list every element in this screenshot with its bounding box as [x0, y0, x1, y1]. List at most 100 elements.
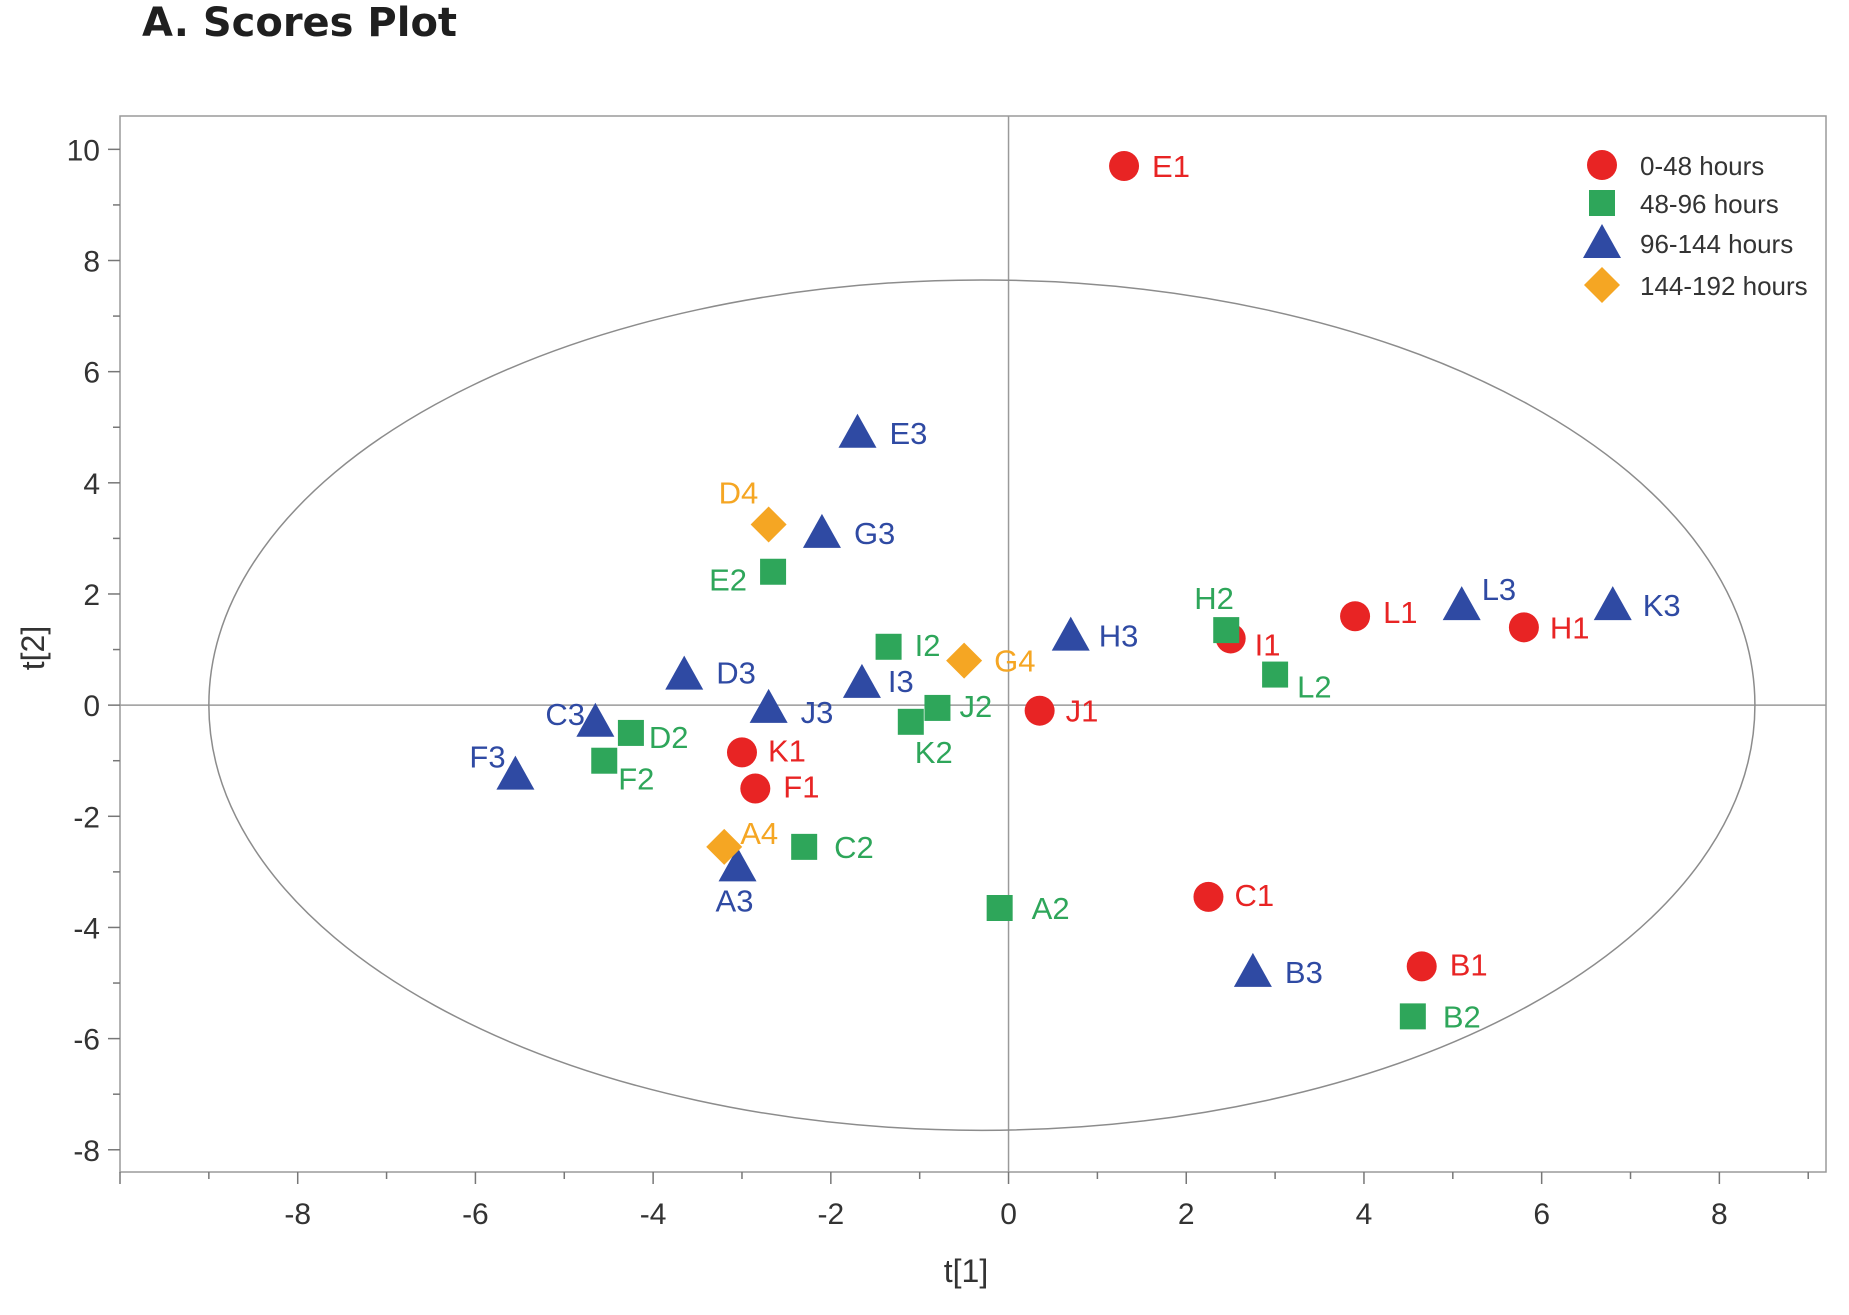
point-label-E2: E2 — [709, 563, 747, 598]
y-tick-label: 2 — [83, 579, 100, 612]
point-B1 — [1406, 951, 1437, 982]
point-label-A3: A3 — [716, 883, 754, 918]
point-label-G4: G4 — [994, 644, 1035, 679]
point-H1 — [1508, 612, 1539, 643]
point-label-L2: L2 — [1297, 670, 1331, 705]
point-K1 — [726, 737, 757, 768]
point-label-C1: C1 — [1234, 878, 1274, 913]
point-label-F1: F1 — [783, 770, 819, 805]
confidence-ellipse — [208, 279, 1756, 1132]
x-tick-label: 0 — [1000, 1198, 1017, 1231]
point-label-A2: A2 — [1032, 891, 1070, 926]
point-label-B2: B2 — [1443, 999, 1481, 1034]
point-G4 — [946, 642, 983, 679]
point-A2 — [986, 895, 1013, 921]
point-label-C2: C2 — [834, 830, 874, 865]
chart-title: A. Scores Plot — [142, 0, 458, 46]
point-label-J1: J1 — [1066, 694, 1099, 729]
point-J1 — [1024, 695, 1055, 726]
legend-label-3: 144-192 hours — [1640, 271, 1808, 301]
legend-label-2: 96-144 hours — [1640, 229, 1793, 259]
x-tick-label: 2 — [1178, 1198, 1195, 1231]
point-E2 — [760, 558, 787, 585]
y-tick-label: -8 — [73, 1135, 100, 1168]
x-tick-label: -2 — [817, 1198, 844, 1231]
legend-marker-0 — [1587, 150, 1617, 180]
y-tick-label: 10 — [67, 134, 100, 167]
point-E1 — [1109, 151, 1140, 182]
point-I3 — [842, 663, 881, 698]
x-tick-label: -8 — [284, 1198, 311, 1231]
point-A3 — [718, 847, 757, 882]
point-C3 — [576, 702, 615, 737]
point-D4 — [750, 506, 787, 543]
point-label-F2: F2 — [618, 762, 654, 797]
point-label-D4: D4 — [719, 476, 759, 511]
point-label-L1: L1 — [1383, 595, 1417, 630]
point-label-B3: B3 — [1285, 955, 1323, 990]
point-E3 — [838, 413, 877, 448]
point-label-H3: H3 — [1099, 619, 1139, 654]
x-axis-label: t[1] — [944, 1253, 988, 1289]
x-tick-label: 4 — [1356, 1198, 1373, 1231]
point-L3 — [1442, 586, 1481, 621]
point-label-E1: E1 — [1152, 149, 1190, 184]
point-label-I2: I2 — [915, 628, 941, 663]
legend-label-1: 48-96 hours — [1640, 189, 1779, 219]
point-D3 — [665, 655, 704, 690]
y-tick-label: -4 — [73, 912, 100, 945]
x-tick-label: 8 — [1711, 1198, 1728, 1231]
point-label-K1: K1 — [768, 733, 806, 768]
point-F2 — [591, 747, 618, 774]
point-H3 — [1051, 616, 1090, 651]
point-K3 — [1593, 586, 1632, 621]
point-label-H2: H2 — [1194, 581, 1234, 616]
point-A4 — [706, 828, 743, 865]
point-label-I3: I3 — [888, 664, 914, 699]
y-tick-label: 6 — [83, 357, 100, 390]
point-C2 — [791, 833, 818, 860]
point-label-J2: J2 — [959, 689, 992, 724]
point-label-A4: A4 — [740, 816, 778, 851]
point-B3 — [1233, 952, 1272, 987]
legend-marker-2 — [1583, 224, 1621, 258]
point-label-G3: G3 — [854, 516, 895, 551]
y-tick-label: -6 — [73, 1024, 100, 1057]
point-label-K2: K2 — [915, 735, 953, 770]
legend-label-0: 0-48 hours — [1640, 151, 1764, 181]
point-label-D2: D2 — [649, 720, 689, 755]
y-tick-label: 0 — [83, 690, 100, 723]
point-H2 — [1213, 617, 1240, 644]
point-J3 — [749, 688, 788, 723]
point-K2 — [897, 708, 924, 735]
y-tick-label: -2 — [73, 801, 100, 834]
point-J2 — [924, 694, 951, 721]
point-B2 — [1399, 1003, 1426, 1030]
y-axis-label: t[2] — [15, 626, 51, 670]
point-label-E3: E3 — [889, 416, 927, 451]
point-label-L3: L3 — [1482, 572, 1516, 607]
point-D2 — [617, 719, 644, 746]
x-tick-label: -6 — [462, 1198, 489, 1231]
point-L2 — [1262, 661, 1289, 688]
x-tick-label: 6 — [1533, 1198, 1550, 1231]
point-G3 — [802, 513, 841, 548]
point-I2 — [875, 633, 902, 660]
y-tick-label: 4 — [83, 468, 100, 501]
point-label-F3: F3 — [469, 740, 505, 775]
point-label-K3: K3 — [1643, 588, 1681, 623]
point-label-J3: J3 — [801, 695, 834, 730]
point-label-C3: C3 — [545, 697, 585, 732]
point-label-I1: I1 — [1255, 627, 1281, 662]
x-tick-label: -4 — [640, 1198, 667, 1231]
point-label-D3: D3 — [716, 656, 756, 691]
point-C1 — [1193, 881, 1224, 912]
legend-marker-3 — [1584, 267, 1620, 303]
legend-marker-1 — [1589, 190, 1615, 216]
point-F1 — [740, 773, 771, 804]
y-tick-label: 8 — [83, 246, 100, 279]
point-label-H1: H1 — [1550, 610, 1590, 645]
point-F3 — [496, 755, 535, 790]
plot-frame — [119, 115, 1827, 1173]
